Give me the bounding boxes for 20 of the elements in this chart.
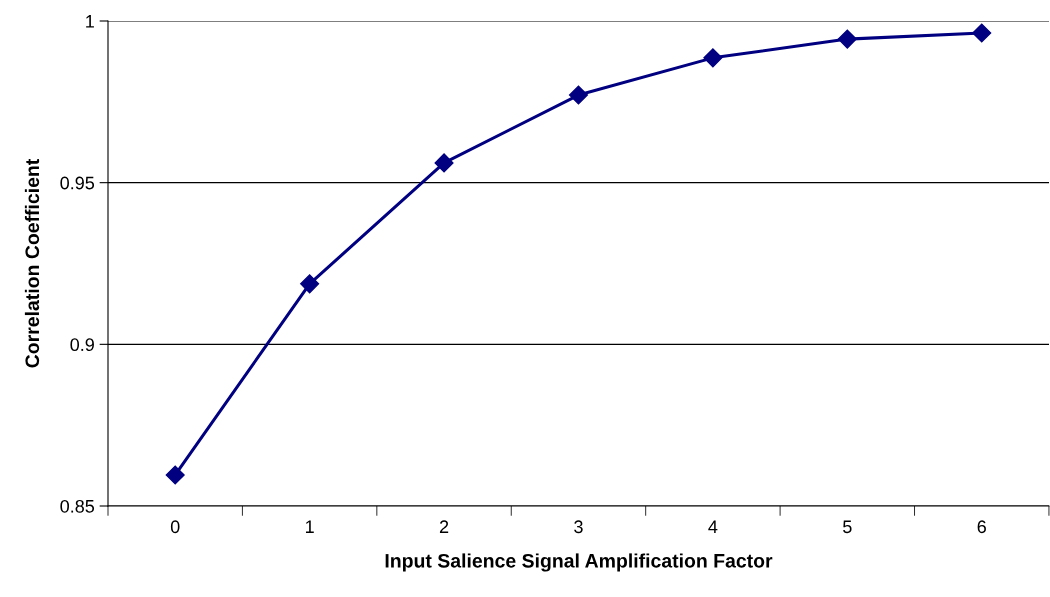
x-tick-label: 1: [305, 520, 314, 533]
point: [972, 23, 992, 43]
x-tick-label: 3: [574, 520, 583, 534]
point: [165, 465, 185, 485]
y-tick-label: 1: [86, 15, 94, 28]
point: [837, 29, 857, 49]
y-tick-label: 0.9: [70, 338, 94, 352]
x-tick-label: 0: [170, 520, 180, 534]
x-tick-label: 5: [843, 520, 852, 534]
x-tick-label: 2: [439, 520, 449, 533]
y-tick-label: 0.85: [60, 499, 95, 513]
point: [703, 48, 723, 68]
point: [434, 153, 454, 173]
y-tick-label: 0.95: [60, 176, 95, 190]
point: [300, 274, 320, 294]
x-tick-label: 6: [977, 520, 986, 534]
point: [568, 85, 589, 105]
x-axis-title: Input Salience Signal Amplification Factor: [385, 553, 773, 572]
y-axis-title: Correlation Coefficient: [24, 158, 40, 368]
x-tick-label: 4: [708, 520, 718, 533]
